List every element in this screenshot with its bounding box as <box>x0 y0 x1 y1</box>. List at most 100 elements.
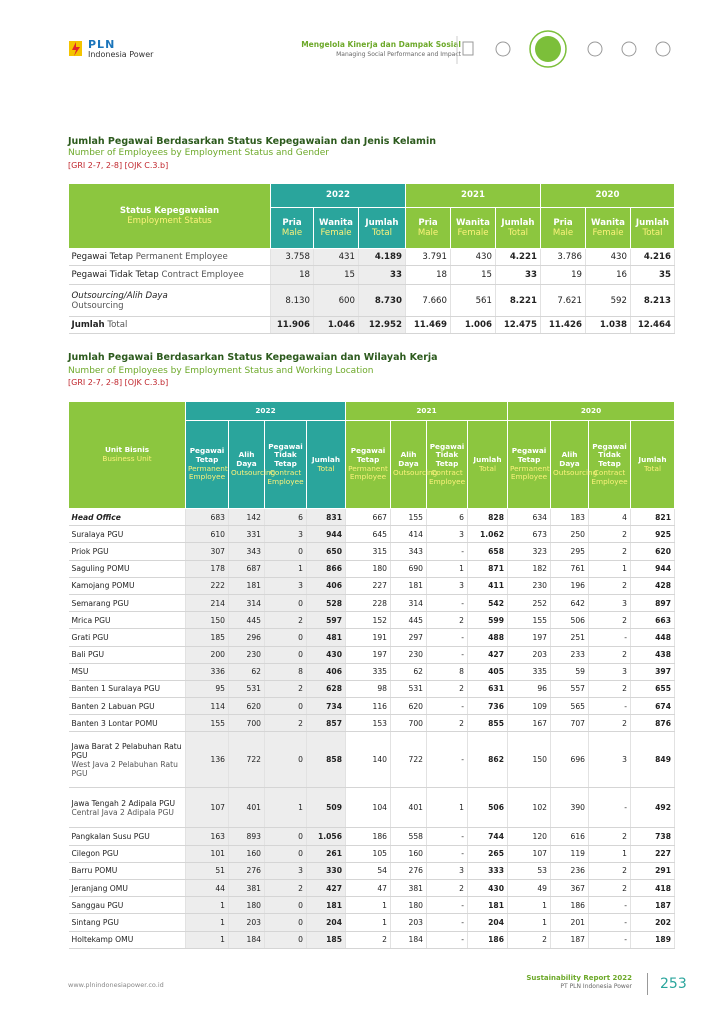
cell-value: 101 <box>185 845 229 863</box>
cell-value: 761 <box>550 560 589 578</box>
cell-value: 857 <box>306 714 346 733</box>
column-row: Pria Male Wanita Female Jumlah Total Pria Male W… <box>69 207 675 249</box>
cell-value: 438 <box>630 646 675 664</box>
cell-value: 866 <box>306 560 346 578</box>
table-row: Jawa Tengah 2 Adipala PGU Central Java 2 … <box>68 787 675 829</box>
footer-divider <box>647 973 648 995</box>
cell-value: 189 <box>630 931 675 949</box>
cell-value: - <box>426 542 468 561</box>
cell-value: 488 <box>467 628 508 647</box>
cell-value: 187 <box>630 896 675 915</box>
text-id: Pegawai Tidak Tetap <box>592 441 627 469</box>
cell-value: - <box>426 827 468 846</box>
year-header: 2020 <box>507 401 675 421</box>
cell-value: 233 <box>550 646 589 664</box>
table-row: MSU 336 62 8 406 335 62 8 405 335 59 3 397 <box>68 663 675 681</box>
cell-value: 4.189 <box>358 248 406 266</box>
cell-value: 1 <box>264 787 307 829</box>
label-en: Total <box>107 320 128 330</box>
cell-value: 3 <box>426 577 468 595</box>
cell-value: 296 <box>228 628 265 647</box>
label-id: Bali PGU <box>71 650 105 660</box>
cell-value: 2 <box>264 611 307 630</box>
cell-value: 336 <box>185 663 229 681</box>
year-header: 2022 <box>270 183 406 208</box>
cell-value: 186 <box>467 931 508 949</box>
text-en: Employment Status <box>127 216 212 226</box>
row-label: Cilegon PGU <box>68 845 186 863</box>
cell-value: 155 <box>185 714 229 733</box>
cell-value: - <box>426 594 468 613</box>
cell-value: 236 <box>550 862 589 881</box>
cell-value: 448 <box>630 628 675 647</box>
cell-value: 51 <box>185 862 229 881</box>
cell-value: 181 <box>306 896 346 915</box>
cell-value: 153 <box>345 714 391 733</box>
text-en: Contract Employee <box>267 467 304 486</box>
cell-value: 4.216 <box>630 248 675 266</box>
cell-value: 1 <box>588 845 631 863</box>
cell-value: 1 <box>426 787 468 829</box>
cell-value: 0 <box>264 896 307 915</box>
row-label: Barru POMU <box>68 862 186 881</box>
table-row: Bali PGU 200 230 0 430 197 230-427 203 233 2 438 <box>68 646 675 664</box>
cell-value: 155 <box>507 611 551 630</box>
column-header: Jumlah Total <box>630 207 675 249</box>
row-label: Holtekamp OMU <box>68 931 186 949</box>
cell-value: 323 <box>507 542 551 561</box>
cell-value: 597 <box>306 611 346 630</box>
cell-value: 600 <box>313 284 359 317</box>
cell-value: 3 <box>264 577 307 595</box>
cell-value: 687 <box>228 560 265 578</box>
year-row: Status Kepegawaian Employment Status 2022 2… <box>68 183 675 249</box>
table-row: Semarang PGU 214 314 0 528 228 314-542 252 642 3 8… <box>68 594 675 613</box>
year-header: 2021 <box>345 401 508 421</box>
text-en: Permanent Employee <box>348 463 388 482</box>
text-id: Status Kepegawaian <box>119 205 220 216</box>
table-row: Banten 2 Labuan PGU 114 620 0 734 116 620-736 1… <box>68 697 675 716</box>
cell-value: 862 <box>467 731 508 789</box>
table1-ref: [GRI 2-7, 2-8] [OJK C.3.b] <box>68 161 169 170</box>
cell-value: 616 <box>550 827 589 846</box>
cell-value: 142 <box>228 508 265 527</box>
cell-value: 181 <box>390 577 427 595</box>
cell-value: 405 <box>467 663 508 681</box>
logo-icon <box>69 41 82 56</box>
cell-value: 506 <box>550 611 589 630</box>
year-header: 2020 <box>540 183 675 208</box>
row-label: Sanggau PGU <box>68 896 186 915</box>
cell-value: 167 <box>507 714 551 733</box>
row-label: Outsourcing/Alih Daya Outsourcing <box>68 284 271 317</box>
text-en: Male <box>552 228 574 238</box>
cell-value: 250 <box>550 525 589 544</box>
text-id: Wanita <box>456 217 490 228</box>
label-id: Pegawai Tetap <box>71 252 133 262</box>
text-id: Pria <box>282 217 302 228</box>
cell-value: 314 <box>228 594 265 613</box>
row-label: Priok PGU <box>68 542 186 561</box>
cell-value: 531 <box>228 680 265 699</box>
cell-value: 59 <box>550 663 589 681</box>
label-id: Holtekamp OMU <box>71 935 134 945</box>
row-label: Banten 1 Suralaya PGU <box>68 680 186 699</box>
table-row: Jumlah Total 11.906 1.046 12.952 11.469 1.006… <box>68 316 675 334</box>
footer-report: Sustainability Report 2022 PT PLN Indone… <box>526 974 632 990</box>
label-id: Sanggau PGU <box>71 900 124 910</box>
cell-value: 414 <box>390 525 427 544</box>
table1-title: Jumlah Pegawai Berdasarkan Status Kepega… <box>68 136 436 147</box>
table-row: Mrica PGU 150 445 2 597 152 445 2 599 155 506 2 663 <box>68 611 675 630</box>
text-id: Jumlah <box>365 217 399 228</box>
cell-value: 673 <box>507 525 551 544</box>
cell-value: - <box>588 697 631 716</box>
table1: Status Kepegawaian Employment Status 2022 2… <box>68 183 675 334</box>
cell-value: 858 <box>306 731 346 789</box>
cell-value: 11.426 <box>540 316 586 334</box>
cell-value: 2 <box>588 646 631 664</box>
cell-value: 401 <box>390 787 427 829</box>
cell-value: 180 <box>345 560 391 578</box>
label-id: Semarang PGU <box>71 598 129 608</box>
cell-value: 203 <box>228 913 265 932</box>
table-body: Pegawai Tetap Permanent Employee 3.758 431… <box>68 248 675 334</box>
cell-value: 181 <box>467 896 508 915</box>
